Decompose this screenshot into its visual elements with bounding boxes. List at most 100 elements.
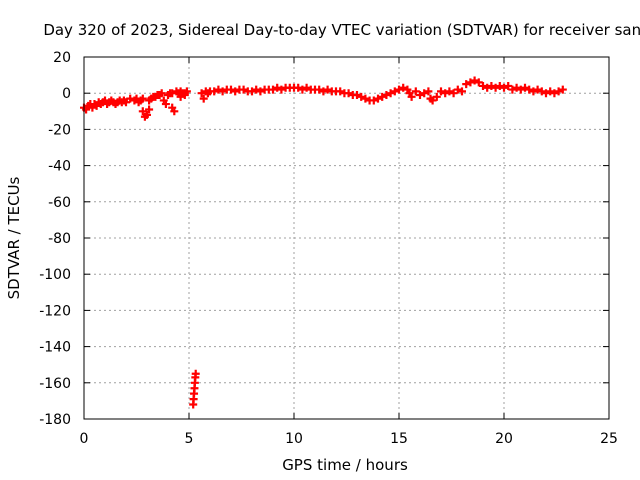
data-point	[191, 369, 200, 378]
data-point	[218, 87, 227, 96]
data-point	[411, 87, 420, 96]
data-point	[407, 92, 416, 101]
data-point	[399, 83, 408, 92]
y-tick-label: -140	[39, 340, 71, 356]
x-axis-label: GPS time / hours	[282, 456, 408, 474]
data-point	[508, 85, 517, 94]
y-tick-label: -80	[48, 231, 71, 247]
y-tick-label: 20	[53, 50, 71, 66]
data-point	[449, 89, 458, 98]
data-point	[294, 83, 303, 92]
x-tick-label: 25	[600, 431, 618, 447]
data-point	[361, 94, 370, 103]
data-point	[214, 85, 223, 94]
chart-title: Day 320 of 2023, Sidereal Day-to-day VTE…	[43, 21, 640, 39]
data-point	[533, 85, 542, 94]
data-point	[315, 85, 324, 94]
grid-lines	[84, 57, 609, 419]
data-point	[420, 89, 429, 98]
data-point	[445, 87, 454, 96]
data-point	[138, 94, 147, 103]
x-tick-label: 20	[495, 431, 513, 447]
y-tick-label: -180	[39, 412, 71, 428]
data-point	[231, 87, 240, 96]
data-point	[500, 83, 508, 92]
data-point	[277, 85, 286, 94]
data-point	[487, 81, 496, 90]
plot-frame	[83, 56, 610, 420]
data-point	[395, 85, 403, 94]
data-point	[424, 87, 433, 96]
data-point	[269, 85, 277, 94]
y-tick-label: -60	[48, 195, 71, 211]
data-point	[558, 85, 567, 94]
data-point	[470, 76, 479, 85]
y-tick-label: 0	[62, 86, 71, 102]
data-point	[554, 87, 563, 96]
y-tick-label: -100	[39, 267, 71, 283]
data-point	[157, 89, 166, 98]
data-point	[298, 85, 307, 94]
data-point	[474, 78, 483, 87]
y-axis-label: SDTVAR / TECUs	[5, 176, 23, 299]
data-point	[122, 98, 130, 107]
data-point	[495, 81, 504, 90]
axis-ticks: 20 0 -20 -40 -60 -80 -100 -120 -140 -160 -180 0 5 10 1…	[39, 50, 618, 447]
data-point	[227, 85, 235, 94]
data-point	[466, 78, 475, 87]
data-point	[428, 96, 437, 105]
data-point	[161, 100, 170, 109]
y-tick-label: -20	[48, 122, 71, 138]
x-tick-label: 5	[185, 431, 194, 447]
data-point	[483, 83, 492, 92]
y-tick-label: -40	[48, 159, 71, 175]
data-point	[529, 87, 538, 96]
data-point	[512, 83, 521, 92]
x-tick-label: 10	[285, 431, 303, 447]
data-point	[180, 91, 189, 100]
data-point	[302, 83, 311, 92]
data-point	[382, 91, 391, 100]
data-point	[432, 92, 441, 101]
data-point	[462, 80, 471, 89]
data-point	[491, 83, 500, 92]
x-tick-label: 0	[80, 431, 89, 447]
data-point	[199, 94, 208, 103]
data-point	[143, 110, 151, 119]
data-point	[138, 107, 147, 116]
data-point	[441, 89, 450, 98]
data-point	[273, 83, 282, 92]
data-point	[437, 87, 445, 96]
data-point	[256, 87, 265, 96]
data-point	[521, 83, 529, 92]
y-tick-label: -120	[39, 303, 71, 319]
data-point	[336, 87, 345, 96]
data-point	[248, 87, 256, 96]
data-point	[170, 107, 179, 116]
data-point	[516, 85, 525, 94]
data-point	[210, 87, 219, 96]
data-point	[369, 96, 378, 105]
data-point	[453, 85, 462, 94]
data-point	[353, 91, 361, 100]
data-point	[542, 89, 550, 98]
data-point	[390, 87, 399, 96]
data-point	[416, 91, 424, 100]
data-point	[374, 94, 382, 103]
data-point	[378, 92, 387, 101]
data-point	[479, 81, 487, 90]
data-point	[537, 87, 546, 96]
data-point	[357, 92, 366, 101]
data-point	[176, 92, 185, 101]
data-point	[458, 87, 466, 96]
data-point	[525, 85, 534, 94]
data-point	[546, 87, 555, 96]
data-points	[80, 76, 567, 409]
data-point	[386, 89, 395, 98]
data-point	[550, 89, 559, 98]
data-point	[504, 81, 513, 90]
data-point	[323, 85, 332, 94]
data-point	[252, 85, 261, 94]
